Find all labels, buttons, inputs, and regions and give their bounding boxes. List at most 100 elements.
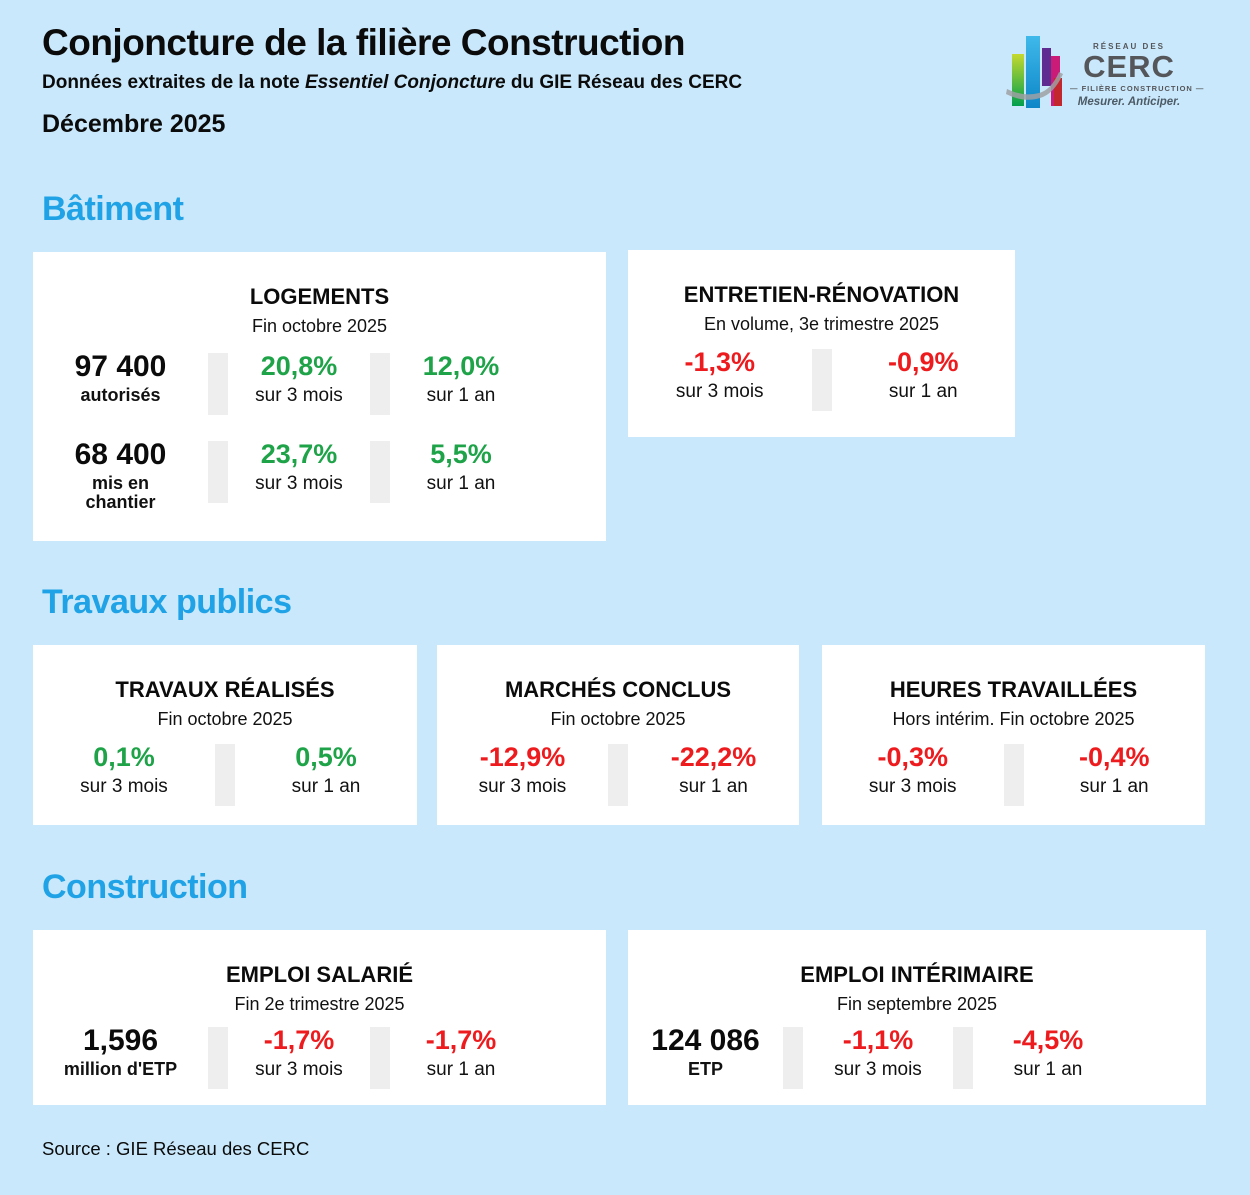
kpi-heures-1an: -0,4% sur 1 an [1024, 742, 1206, 798]
entretien-kpi-row: -1,3% sur 3 mois -0,9% sur 1 an [628, 347, 1015, 411]
cerc-logo-text: RÉSEAU DES CERC — FILIÈRE CONSTRUCTION —… [1070, 28, 1205, 108]
section-heading-travaux-publics: Travaux publics [42, 583, 292, 621]
logements-row-mis-en-chantier: 68 400 mis en chantier 23,7% sur 3 mois … [33, 439, 606, 513]
vertical-divider [370, 353, 390, 415]
kpi-period-label: sur 1 an [1013, 1059, 1083, 1081]
kpi-percent: -22,2% [670, 742, 757, 772]
card-logements-subtitle: Fin octobre 2025 [251, 316, 388, 336]
emploi-salarie-kpi-row: 1,596 million d'ETP -1,7% sur 3 mois -1,… [33, 1025, 606, 1089]
kpi-value-label: million d'ETP [63, 1058, 178, 1079]
kpi-autorises: 97 400 autorisés [33, 351, 208, 405]
card-travaux-realises: TRAVAUX RÉALISÉS Fin octobre 2025 0,1% s… [33, 645, 417, 825]
source-note: Source : GIE Réseau des CERC [42, 1138, 310, 1159]
kpi-percent: 5,5% [430, 439, 492, 469]
kpi-period-label: sur 3 mois [255, 473, 343, 495]
page-subtitle: Données extraites de la note Essentiel C… [42, 72, 742, 94]
kpi-salarie-1an: -1,7% sur 1 an [390, 1025, 532, 1081]
marches-conclus-kpi-row: -12,9% sur 3 mois -22,2% sur 1 an [437, 742, 799, 806]
card-emploi-salarie: EMPLOI SALARIÉ Fin 2e trimestre 2025 1,5… [33, 930, 606, 1105]
card-heures-subtitle: Hors intérim. Fin octobre 2025 [892, 709, 1135, 729]
card-logements: LOGEMENTS Fin octobre 2025 97 400 autori… [33, 252, 606, 541]
kpi-period-label: sur 1 an [426, 385, 496, 407]
kpi-interim-3mois: -1,1% sur 3 mois [803, 1025, 953, 1081]
kpi-autorises-3mois: 20,8% sur 3 mois [228, 351, 370, 407]
vertical-divider [783, 1027, 803, 1089]
kpi-value-label: mis en chantier [85, 472, 156, 513]
kpi-percent: -1,7% [263, 1025, 335, 1055]
kpi-period-label: sur 1 an [1079, 776, 1149, 798]
card-logements-title: LOGEMENTS [249, 284, 390, 309]
kpi-period-label: sur 1 an [291, 776, 361, 798]
kpi-period-label: sur 3 mois [478, 776, 567, 798]
kpi-value: 1,596 [82, 1024, 159, 1057]
card-emploi-interimaire: EMPLOI INTÉRIMAIRE Fin septembre 2025 12… [628, 930, 1206, 1105]
logo-cerc-wordmark: CERC [1083, 49, 1175, 84]
kpi-value: 124 086 [651, 1024, 760, 1057]
kpi-value: 68 400 [74, 438, 167, 471]
card-marches-conclus-subtitle: Fin octobre 2025 [550, 709, 686, 729]
vertical-divider [208, 353, 228, 415]
kpi-percent: -0,4% [1078, 742, 1150, 772]
kpi-period-label: sur 3 mois [834, 1059, 922, 1081]
card-travaux-realises-title: TRAVAUX RÉALISÉS [115, 677, 335, 702]
kpi-percent: -1,1% [842, 1025, 914, 1055]
kpi-percent: 12,0% [422, 351, 500, 381]
subtitle-suffix: du GIE Réseau des CERC [510, 72, 743, 93]
kpi-percent: -4,5% [1012, 1025, 1084, 1055]
kpi-chantier-3mois: 23,7% sur 3 mois [228, 439, 370, 495]
kpi-period-label: sur 1 an [888, 381, 958, 403]
kpi-percent: -0,3% [877, 742, 949, 772]
vertical-divider [608, 744, 628, 806]
vertical-divider [811, 349, 832, 411]
subtitle-note-name: Essentiel Conjoncture [304, 72, 506, 93]
kpi-percent: -1,7% [425, 1025, 497, 1055]
logo-filiere-construction: — FILIÈRE CONSTRUCTION — [1070, 84, 1205, 93]
kpi-interim-1an: -4,5% sur 1 an [973, 1025, 1123, 1081]
kpi-marches-3mois: -12,9% sur 3 mois [437, 742, 608, 798]
page-title: Conjoncture de la filière Construction [42, 22, 685, 63]
section-heading-construction: Construction [42, 868, 248, 906]
emploi-interimaire-kpi-row: 124 086 ETP -1,1% sur 3 mois -4,5% sur 1… [628, 1025, 1206, 1089]
card-entretien-subtitle: En volume, 3e trimestre 2025 [703, 314, 940, 334]
card-entretien-title: ENTRETIEN-RÉNOVATION [683, 282, 960, 307]
kpi-travaux-1an: 0,5% sur 1 an [235, 742, 417, 798]
kpi-salarie-3mois: -1,7% sur 3 mois [228, 1025, 370, 1081]
vertical-divider [208, 1027, 228, 1089]
edition-date: Décembre 2025 [42, 110, 226, 138]
kpi-period-label: sur 3 mois [868, 776, 957, 798]
kpi-value: 97 400 [74, 350, 167, 383]
kpi-period-label: sur 3 mois [80, 776, 168, 798]
vertical-divider [215, 744, 235, 806]
kpi-value-label: autorisés [80, 384, 161, 405]
card-emploi-salarie-subtitle: Fin 2e trimestre 2025 [234, 994, 405, 1014]
vertical-divider [1003, 744, 1024, 806]
cerc-logo: RÉSEAU DES CERC — FILIÈRE CONSTRUCTION —… [1006, 28, 1205, 112]
kpi-travaux-3mois: 0,1% sur 3 mois [33, 742, 215, 798]
vertical-divider [208, 441, 228, 503]
kpi-percent: -1,3% [684, 347, 756, 377]
kpi-etp-total: 1,596 million d'ETP [33, 1025, 208, 1079]
kpi-mis-en-chantier: 68 400 mis en chantier [33, 439, 208, 513]
travaux-realises-kpi-row: 0,1% sur 3 mois 0,5% sur 1 an [33, 742, 417, 806]
logo-tagline: Mesurer. Anticiper. [1077, 96, 1181, 108]
kpi-percent: 23,7% [260, 439, 338, 469]
kpi-value-label: ETP [687, 1058, 723, 1079]
kpi-marches-1an: -22,2% sur 1 an [628, 742, 799, 798]
kpi-period-label: sur 3 mois [255, 1059, 343, 1081]
heures-kpi-row: -0,3% sur 3 mois -0,4% sur 1 an [822, 742, 1205, 806]
vertical-divider [370, 1027, 390, 1089]
kpi-autorises-1an: 12,0% sur 1 an [390, 351, 532, 407]
subtitle-prefix: Données extraites de la note [42, 72, 300, 93]
card-marches-conclus: MARCHÉS CONCLUS Fin octobre 2025 -12,9% … [437, 645, 799, 825]
vertical-divider [370, 441, 390, 503]
cerc-logo-mark-icon [1006, 36, 1063, 108]
kpi-period-label: sur 3 mois [255, 385, 343, 407]
kpi-period-label: sur 3 mois [675, 381, 764, 403]
card-entretien-renovation: ENTRETIEN-RÉNOVATION En volume, 3e trime… [628, 250, 1015, 437]
card-heures-title: HEURES TRAVAILLÉES [889, 677, 1138, 702]
kpi-period-label: sur 1 an [679, 776, 748, 798]
card-marches-conclus-title: MARCHÉS CONCLUS [504, 677, 732, 702]
kpi-percent: -12,9% [479, 742, 566, 772]
kpi-entretien-1an: -0,9% sur 1 an [832, 347, 1016, 403]
vertical-divider [953, 1027, 973, 1089]
